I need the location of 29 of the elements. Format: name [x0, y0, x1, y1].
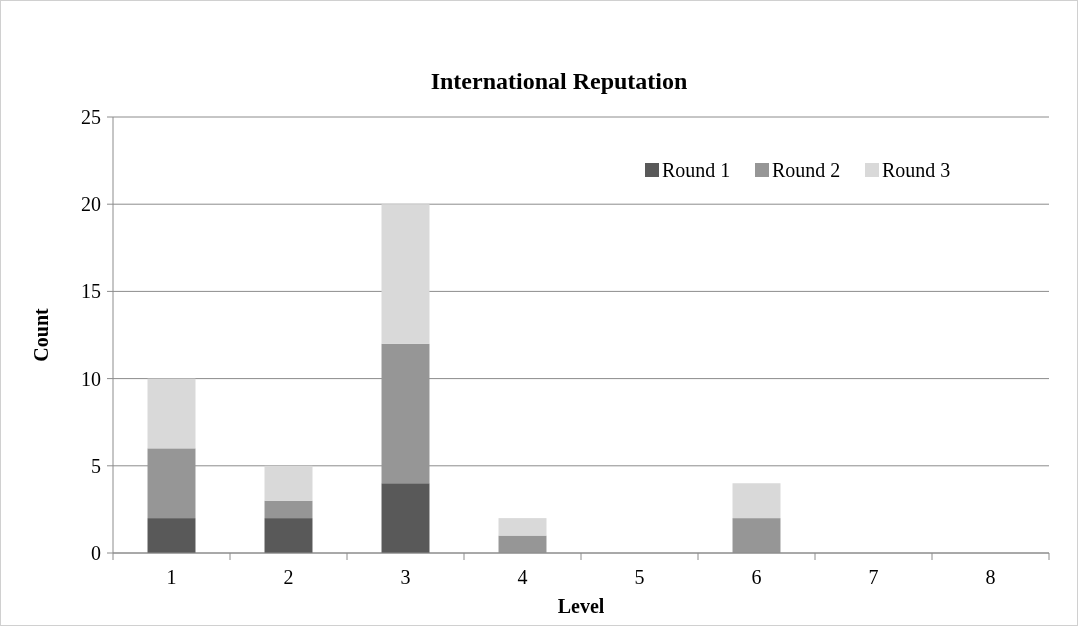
bar: [264, 465, 313, 501]
bar: [381, 483, 430, 553]
y-axis-title: Count: [30, 307, 52, 362]
legend-label: Round 1: [662, 159, 731, 181]
y-tick-label: 20: [81, 193, 101, 216]
x-tick-label: 6: [751, 566, 762, 588]
x-tick-label: 4: [517, 566, 528, 588]
bar: [147, 518, 196, 553]
bar: [147, 378, 196, 449]
y-tick-label: 10: [81, 367, 101, 390]
bar: [732, 483, 781, 519]
legend-label: Round 3: [882, 159, 951, 181]
x-tick-label: 1: [166, 566, 177, 588]
bar: [264, 500, 313, 519]
x-axis-title: Level: [557, 595, 605, 617]
x-tick-label: 2: [283, 566, 294, 588]
x-tick-label: 3: [400, 566, 411, 588]
legend-label: Round 2: [772, 159, 841, 181]
bar: [381, 204, 430, 344]
x-tick-label: 7: [868, 566, 879, 588]
x-tick-label: 8: [985, 566, 996, 588]
bar: [498, 518, 547, 536]
bar: [264, 518, 313, 553]
y-tick-label: 15: [81, 280, 101, 303]
y-tick-label: 5: [91, 454, 101, 477]
y-tick-label: 0: [91, 542, 101, 564]
chart-title: International Reputation: [430, 68, 688, 94]
x-tick-label: 5: [634, 566, 645, 588]
y-tick-label: 25: [81, 106, 101, 128]
